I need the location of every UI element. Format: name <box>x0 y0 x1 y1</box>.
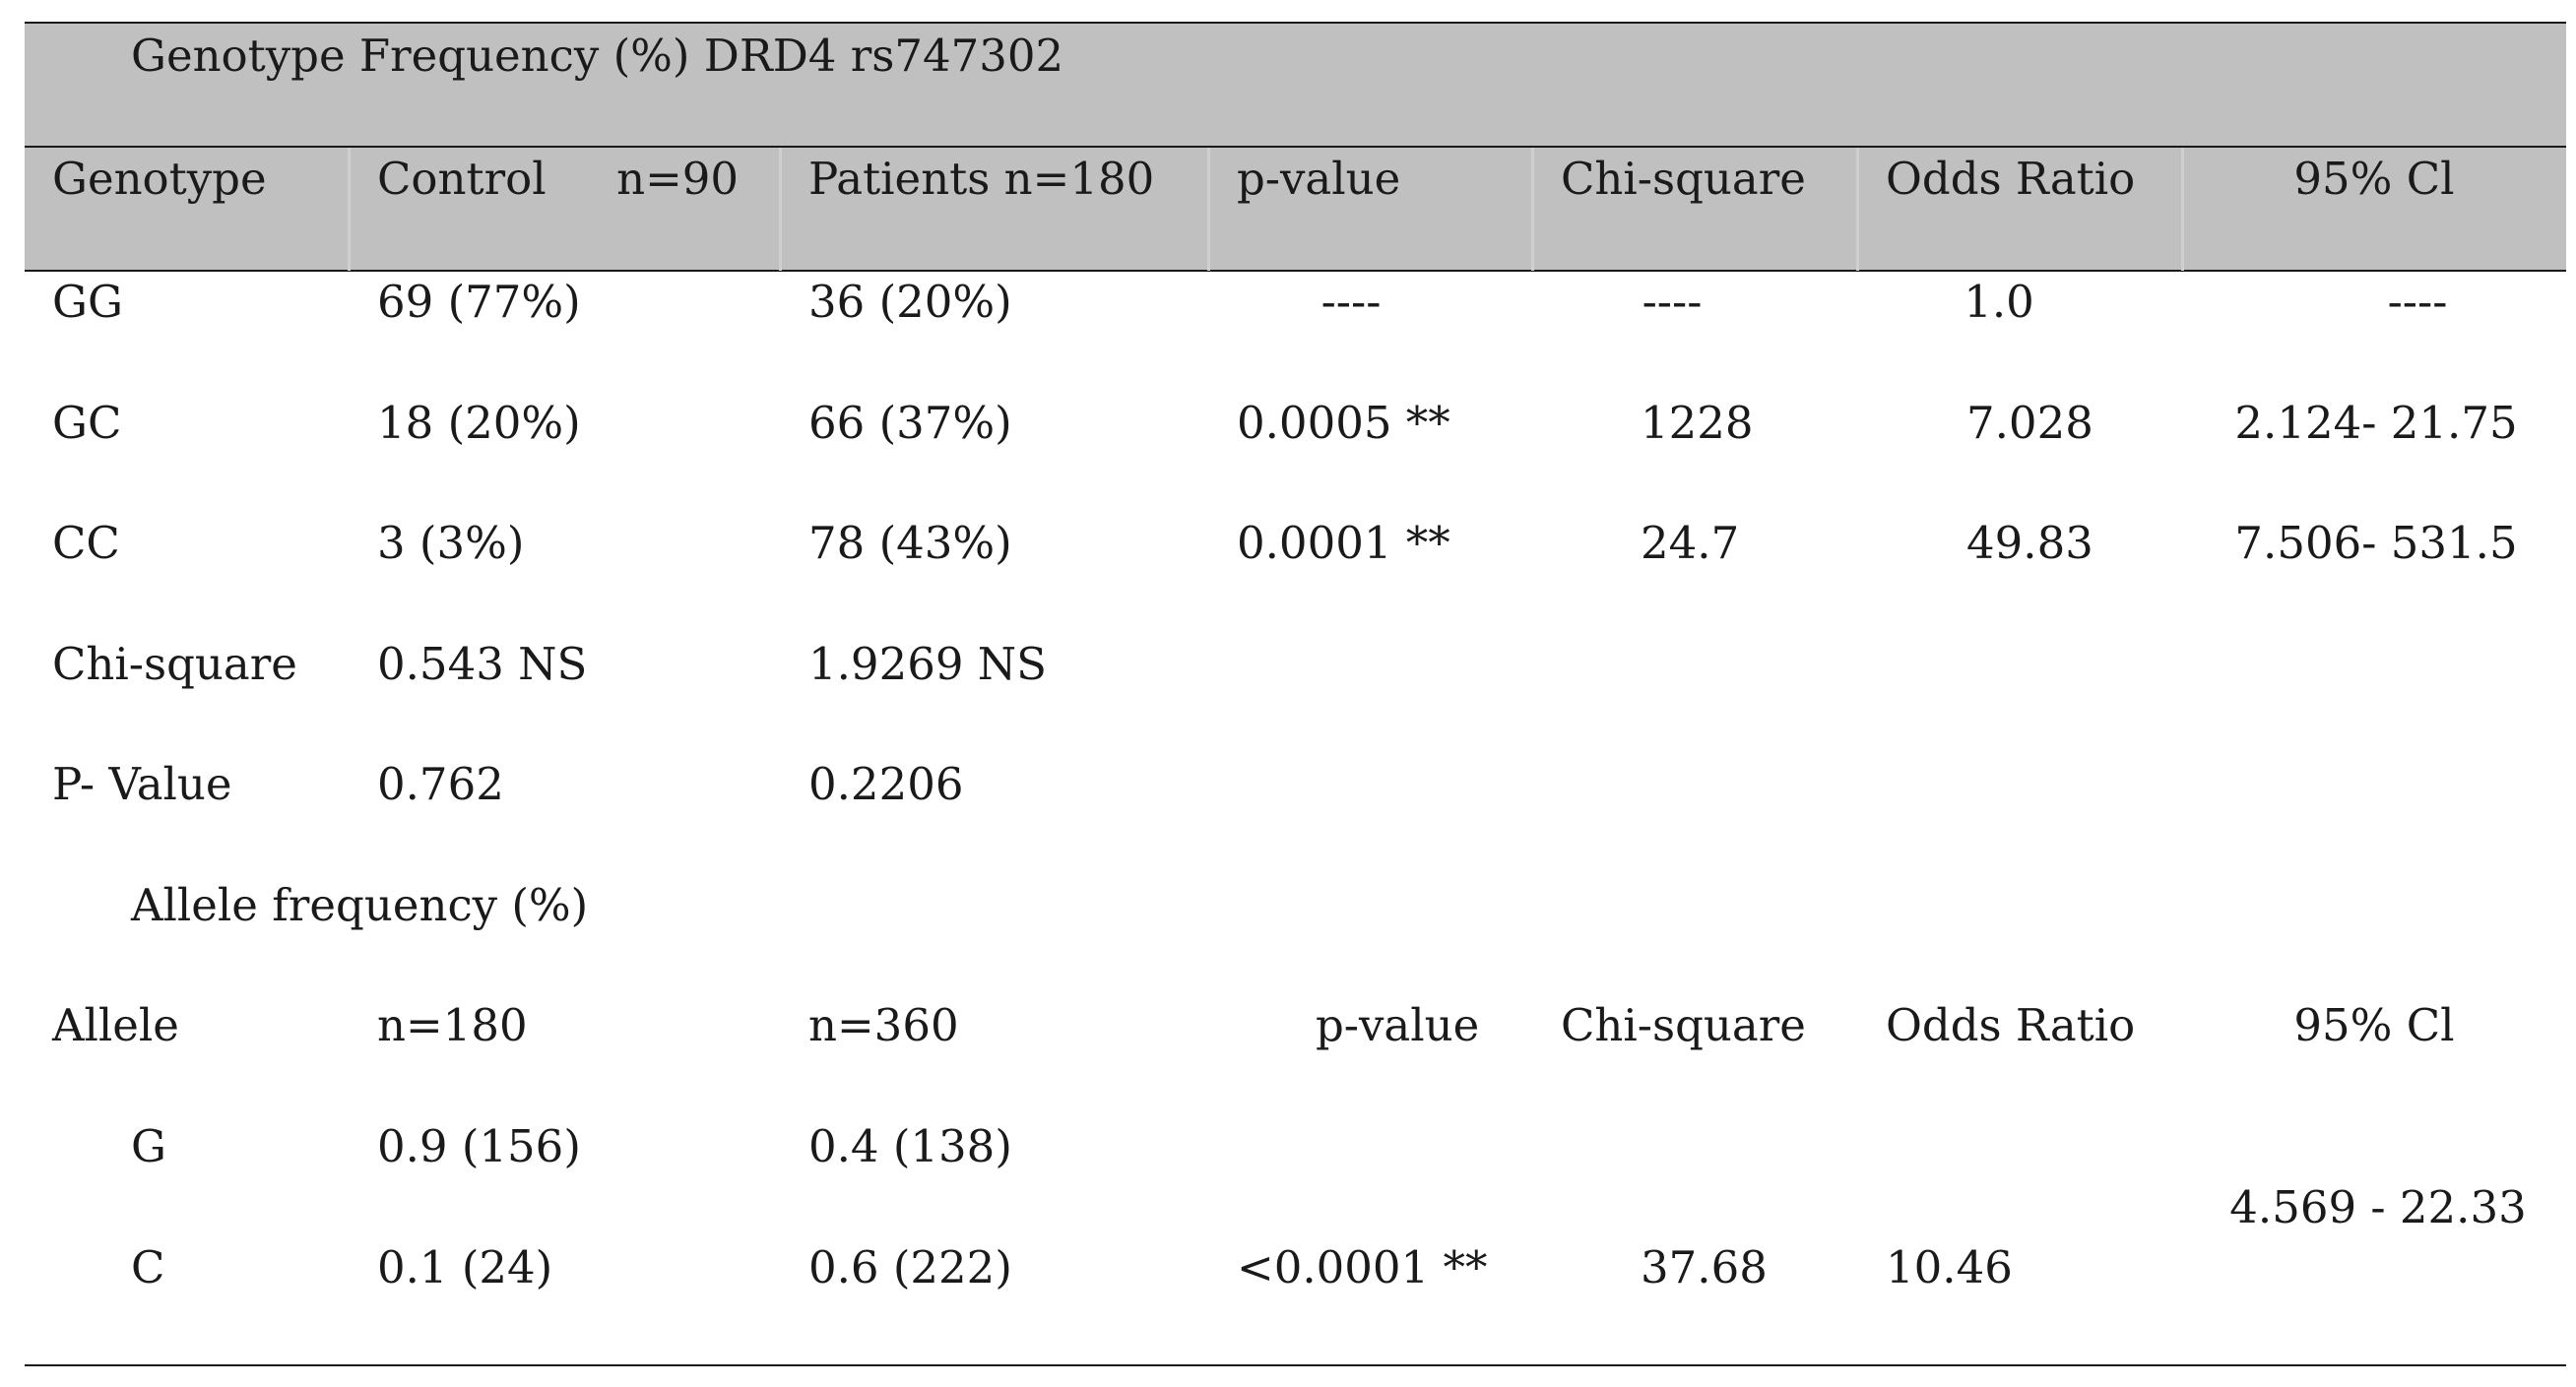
table-title: Genotype Frequency (%) DRD4 rs747302 <box>131 30 1064 82</box>
p-value-label: P- Value <box>52 758 232 810</box>
cell-control: 18 (20%) <box>377 397 581 449</box>
allele-cell-patients: 0.4 (138) <box>808 1120 1012 1172</box>
header-patients: Patients n=180 <box>808 153 1155 205</box>
header-control: Control n=90 <box>377 153 740 205</box>
cell-patients: 78 (43%) <box>808 517 1012 569</box>
header-bottom-rule <box>25 270 2566 272</box>
allele-header-p-value: p-value <box>1316 999 1480 1051</box>
cell-odds-ratio: 49.83 <box>1966 517 2093 569</box>
cell-p-value: 0.0005 ** <box>1237 397 1450 449</box>
column-separator <box>2181 148 2184 271</box>
genotype-frequency-table: Genotype Frequency (%) DRD4 rs747302 Gen… <box>25 22 2566 1370</box>
allele-cell-allele: G <box>131 1120 166 1172</box>
allele-section-title: Allele frequency (%) <box>131 879 589 931</box>
cell-genotype: GG <box>52 276 123 328</box>
cell-patients: 36 (20%) <box>808 276 1012 328</box>
header-chi-square: Chi-square <box>1561 153 1806 205</box>
allele-header-control-n: n=180 <box>377 999 528 1051</box>
allele-cell-chi-square: 37.68 <box>1641 1241 1768 1293</box>
cell-patients: 66 (37%) <box>808 397 1012 449</box>
cell-control: 69 (77%) <box>377 276 581 328</box>
column-separator <box>779 148 782 271</box>
header-p-value: p-value <box>1237 153 1401 205</box>
cell-odds-ratio: 1.0 <box>1964 276 2034 328</box>
allele-cell-control: 0.1 (24) <box>377 1241 553 1293</box>
allele-cell-allele: C <box>131 1241 165 1293</box>
column-separator <box>1856 148 1859 271</box>
cell-chi-square: ---- <box>1642 276 1703 328</box>
header-odds-ratio: Odds Ratio <box>1886 153 2136 205</box>
cell-control: 3 (3%) <box>377 517 525 569</box>
cell-genotype: GC <box>52 397 122 449</box>
chi-square-label: Chi-square <box>52 638 297 690</box>
allele-cell-ci: 4.569 - 22.33 <box>2229 1181 2527 1233</box>
cell-p-value: 0.0001 ** <box>1237 517 1450 569</box>
cell-chi-square: 1228 <box>1641 397 1754 449</box>
chi-square-patients: 1.9269 NS <box>808 638 1047 690</box>
allele-cell-odds-ratio: 10.46 <box>1886 1241 2013 1293</box>
cell-ci: ---- <box>2387 276 2448 328</box>
allele-header-patients-n: n=360 <box>808 999 959 1051</box>
cell-chi-square: 24.7 <box>1641 517 1740 569</box>
top-rule <box>25 22 2566 24</box>
chi-square-control: 0.543 NS <box>377 638 588 690</box>
allele-cell-control: 0.9 (156) <box>377 1120 581 1172</box>
cell-genotype: CC <box>52 517 120 569</box>
cell-ci: 7.506- 531.5 <box>2234 517 2518 569</box>
allele-header-allele: Allele <box>52 999 179 1051</box>
cell-odds-ratio: 7.028 <box>1966 397 2093 449</box>
column-separator <box>348 148 351 271</box>
allele-header-chi-square: Chi-square <box>1561 999 1806 1051</box>
allele-header-odds-ratio: Odds Ratio <box>1886 999 2136 1051</box>
header-genotype: Genotype <box>52 153 267 205</box>
allele-cell-patients: 0.6 (222) <box>808 1241 1012 1293</box>
column-separator <box>1531 148 1534 271</box>
bottom-rule <box>25 1364 2566 1366</box>
header-top-rule <box>25 146 2566 148</box>
p-value-patients: 0.2206 <box>808 758 964 810</box>
p-value-control: 0.762 <box>377 758 504 810</box>
allele-header-ci: 95% Cl <box>2293 999 2455 1051</box>
cell-p-value: ---- <box>1320 276 1382 328</box>
column-separator <box>1207 148 1210 271</box>
allele-cell-p-value: <0.0001 ** <box>1237 1241 1488 1293</box>
title-band <box>25 22 2566 146</box>
header-ci: 95% Cl <box>2293 153 2455 205</box>
header-band <box>25 148 2566 271</box>
cell-ci: 2.124- 21.75 <box>2234 397 2518 449</box>
